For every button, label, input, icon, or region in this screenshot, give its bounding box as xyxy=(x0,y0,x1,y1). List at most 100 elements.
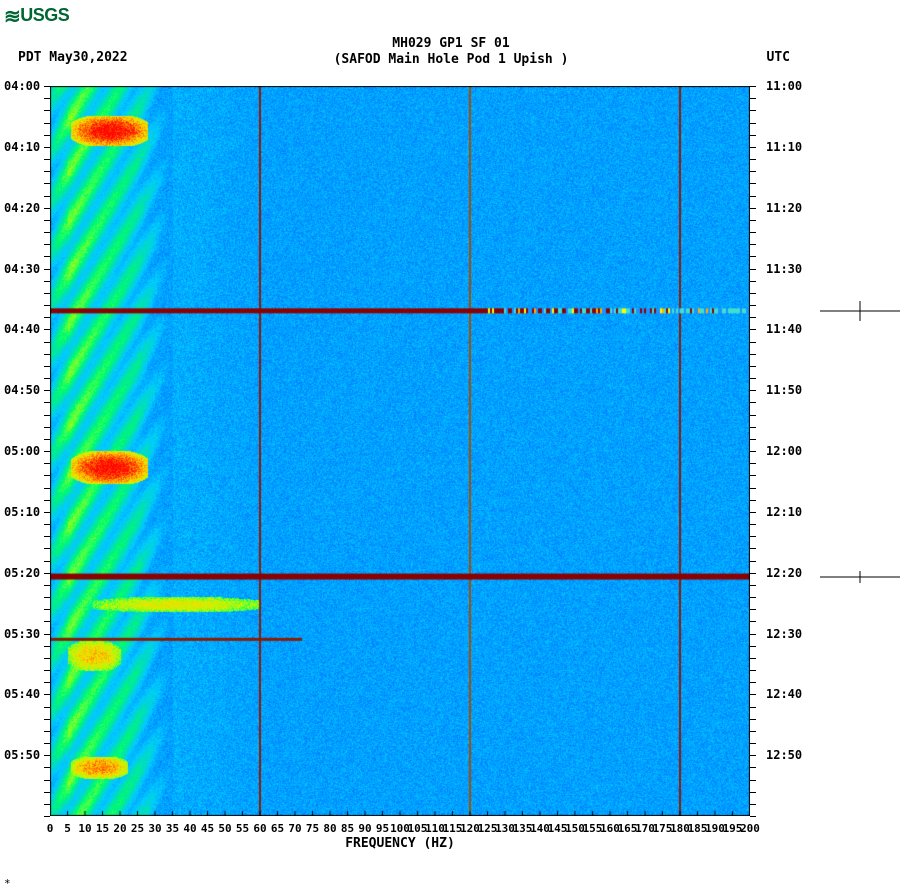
y-right-label: 12:30 xyxy=(766,628,802,640)
tick-mark xyxy=(750,743,756,744)
tick-mark xyxy=(750,548,756,549)
tick-mark xyxy=(750,98,756,99)
tick-mark xyxy=(750,646,756,647)
y-right-label: 11:10 xyxy=(766,141,802,153)
y-left-label: 04:30 xyxy=(4,263,40,275)
footnote-mark: * xyxy=(4,877,11,890)
tick-mark xyxy=(750,208,756,209)
y-left-label: 04:50 xyxy=(4,384,40,396)
tick-mark xyxy=(750,463,756,464)
tick-mark xyxy=(750,475,756,476)
tick-mark xyxy=(750,123,756,124)
y-right-label: 11:00 xyxy=(766,80,802,92)
x-label: 95 xyxy=(376,822,389,835)
tick-mark xyxy=(750,305,756,306)
tick-mark xyxy=(750,220,756,221)
y-left-label: 05:40 xyxy=(4,688,40,700)
tick-mark xyxy=(750,159,756,160)
x-label: 55 xyxy=(236,822,249,835)
left-timezone-label: PDT May30,2022 xyxy=(18,50,128,65)
tick-mark xyxy=(750,512,756,513)
y-left-label: 05:20 xyxy=(4,567,40,579)
tick-mark xyxy=(750,110,756,111)
spectrogram-plot xyxy=(50,86,750,816)
y-right-label: 11:20 xyxy=(766,202,802,214)
tick-mark xyxy=(750,719,756,720)
tick-mark xyxy=(750,536,756,537)
tick-mark xyxy=(750,804,756,805)
y-axis-left: 04:0004:1004:2004:3004:4004:5005:0005:10… xyxy=(0,86,46,816)
tick-mark xyxy=(750,86,756,87)
tick-mark xyxy=(750,256,756,257)
tick-mark xyxy=(750,244,756,245)
tick-mark xyxy=(750,451,756,452)
tick-mark xyxy=(750,196,756,197)
x-label: 30 xyxy=(148,822,161,835)
x-label: 60 xyxy=(253,822,266,835)
y-right-label: 12:00 xyxy=(766,445,802,457)
tick-mark xyxy=(750,232,756,233)
tick-mark xyxy=(750,682,756,683)
event-cross-icon xyxy=(820,565,900,589)
y-left-label: 04:00 xyxy=(4,80,40,92)
tick-mark xyxy=(750,402,756,403)
x-label: 25 xyxy=(131,822,144,835)
y-right-label: 12:50 xyxy=(766,749,802,761)
x-label: 20 xyxy=(113,822,126,835)
event-markers xyxy=(820,86,900,816)
tick-mark xyxy=(750,183,756,184)
usgs-logo: ≋USGS xyxy=(4,4,69,29)
tick-mark xyxy=(750,609,756,610)
tick-mark xyxy=(750,731,756,732)
y-right-label: 12:10 xyxy=(766,506,802,518)
tick-mark xyxy=(750,694,756,695)
right-timezone-label: UTC xyxy=(767,50,790,65)
y-left-label: 04:40 xyxy=(4,323,40,335)
y-left-label: 05:50 xyxy=(4,749,40,761)
x-label: 0 xyxy=(47,822,54,835)
tick-mark xyxy=(750,390,756,391)
x-label: 50 xyxy=(218,822,231,835)
tick-mark xyxy=(750,135,756,136)
x-label: 5 xyxy=(64,822,71,835)
tick-mark xyxy=(750,670,756,671)
tick-mark xyxy=(750,293,756,294)
y-left-label: 04:20 xyxy=(4,202,40,214)
event-cross-icon xyxy=(820,299,900,323)
tick-mark xyxy=(750,621,756,622)
tick-mark xyxy=(750,281,756,282)
y-left-label: 05:10 xyxy=(4,506,40,518)
x-label: 15 xyxy=(96,822,109,835)
y-left-label: 05:00 xyxy=(4,445,40,457)
tick-mark xyxy=(750,329,756,330)
tick-mark xyxy=(750,767,756,768)
x-label: 40 xyxy=(183,822,196,835)
y-right-label: 12:20 xyxy=(766,567,802,579)
tick-mark xyxy=(750,366,756,367)
tick-mark xyxy=(750,439,756,440)
y-right-label: 11:40 xyxy=(766,323,802,335)
tick-mark xyxy=(750,634,756,635)
y-right-label: 11:30 xyxy=(766,263,802,275)
tick-mark xyxy=(750,561,756,562)
x-label: 70 xyxy=(288,822,301,835)
tick-mark xyxy=(750,573,756,574)
tick-mark xyxy=(750,707,756,708)
tick-mark xyxy=(750,524,756,525)
tick-mark xyxy=(750,378,756,379)
tick-mark xyxy=(750,415,756,416)
tick-mark xyxy=(750,171,756,172)
tick-mark xyxy=(44,816,50,817)
x-label: 45 xyxy=(201,822,214,835)
x-label: 85 xyxy=(341,822,354,835)
tick-mark xyxy=(750,427,756,428)
tick-mark xyxy=(750,585,756,586)
x-label: 35 xyxy=(166,822,179,835)
x-label: 75 xyxy=(306,822,319,835)
y-right-label: 12:40 xyxy=(766,688,802,700)
tick-mark xyxy=(750,780,756,781)
y-left-label: 05:30 xyxy=(4,628,40,640)
y-axis-right: 11:0011:1011:2011:3011:4011:5012:0012:10… xyxy=(760,86,810,816)
x-label: 80 xyxy=(323,822,336,835)
tick-mark xyxy=(750,500,756,501)
